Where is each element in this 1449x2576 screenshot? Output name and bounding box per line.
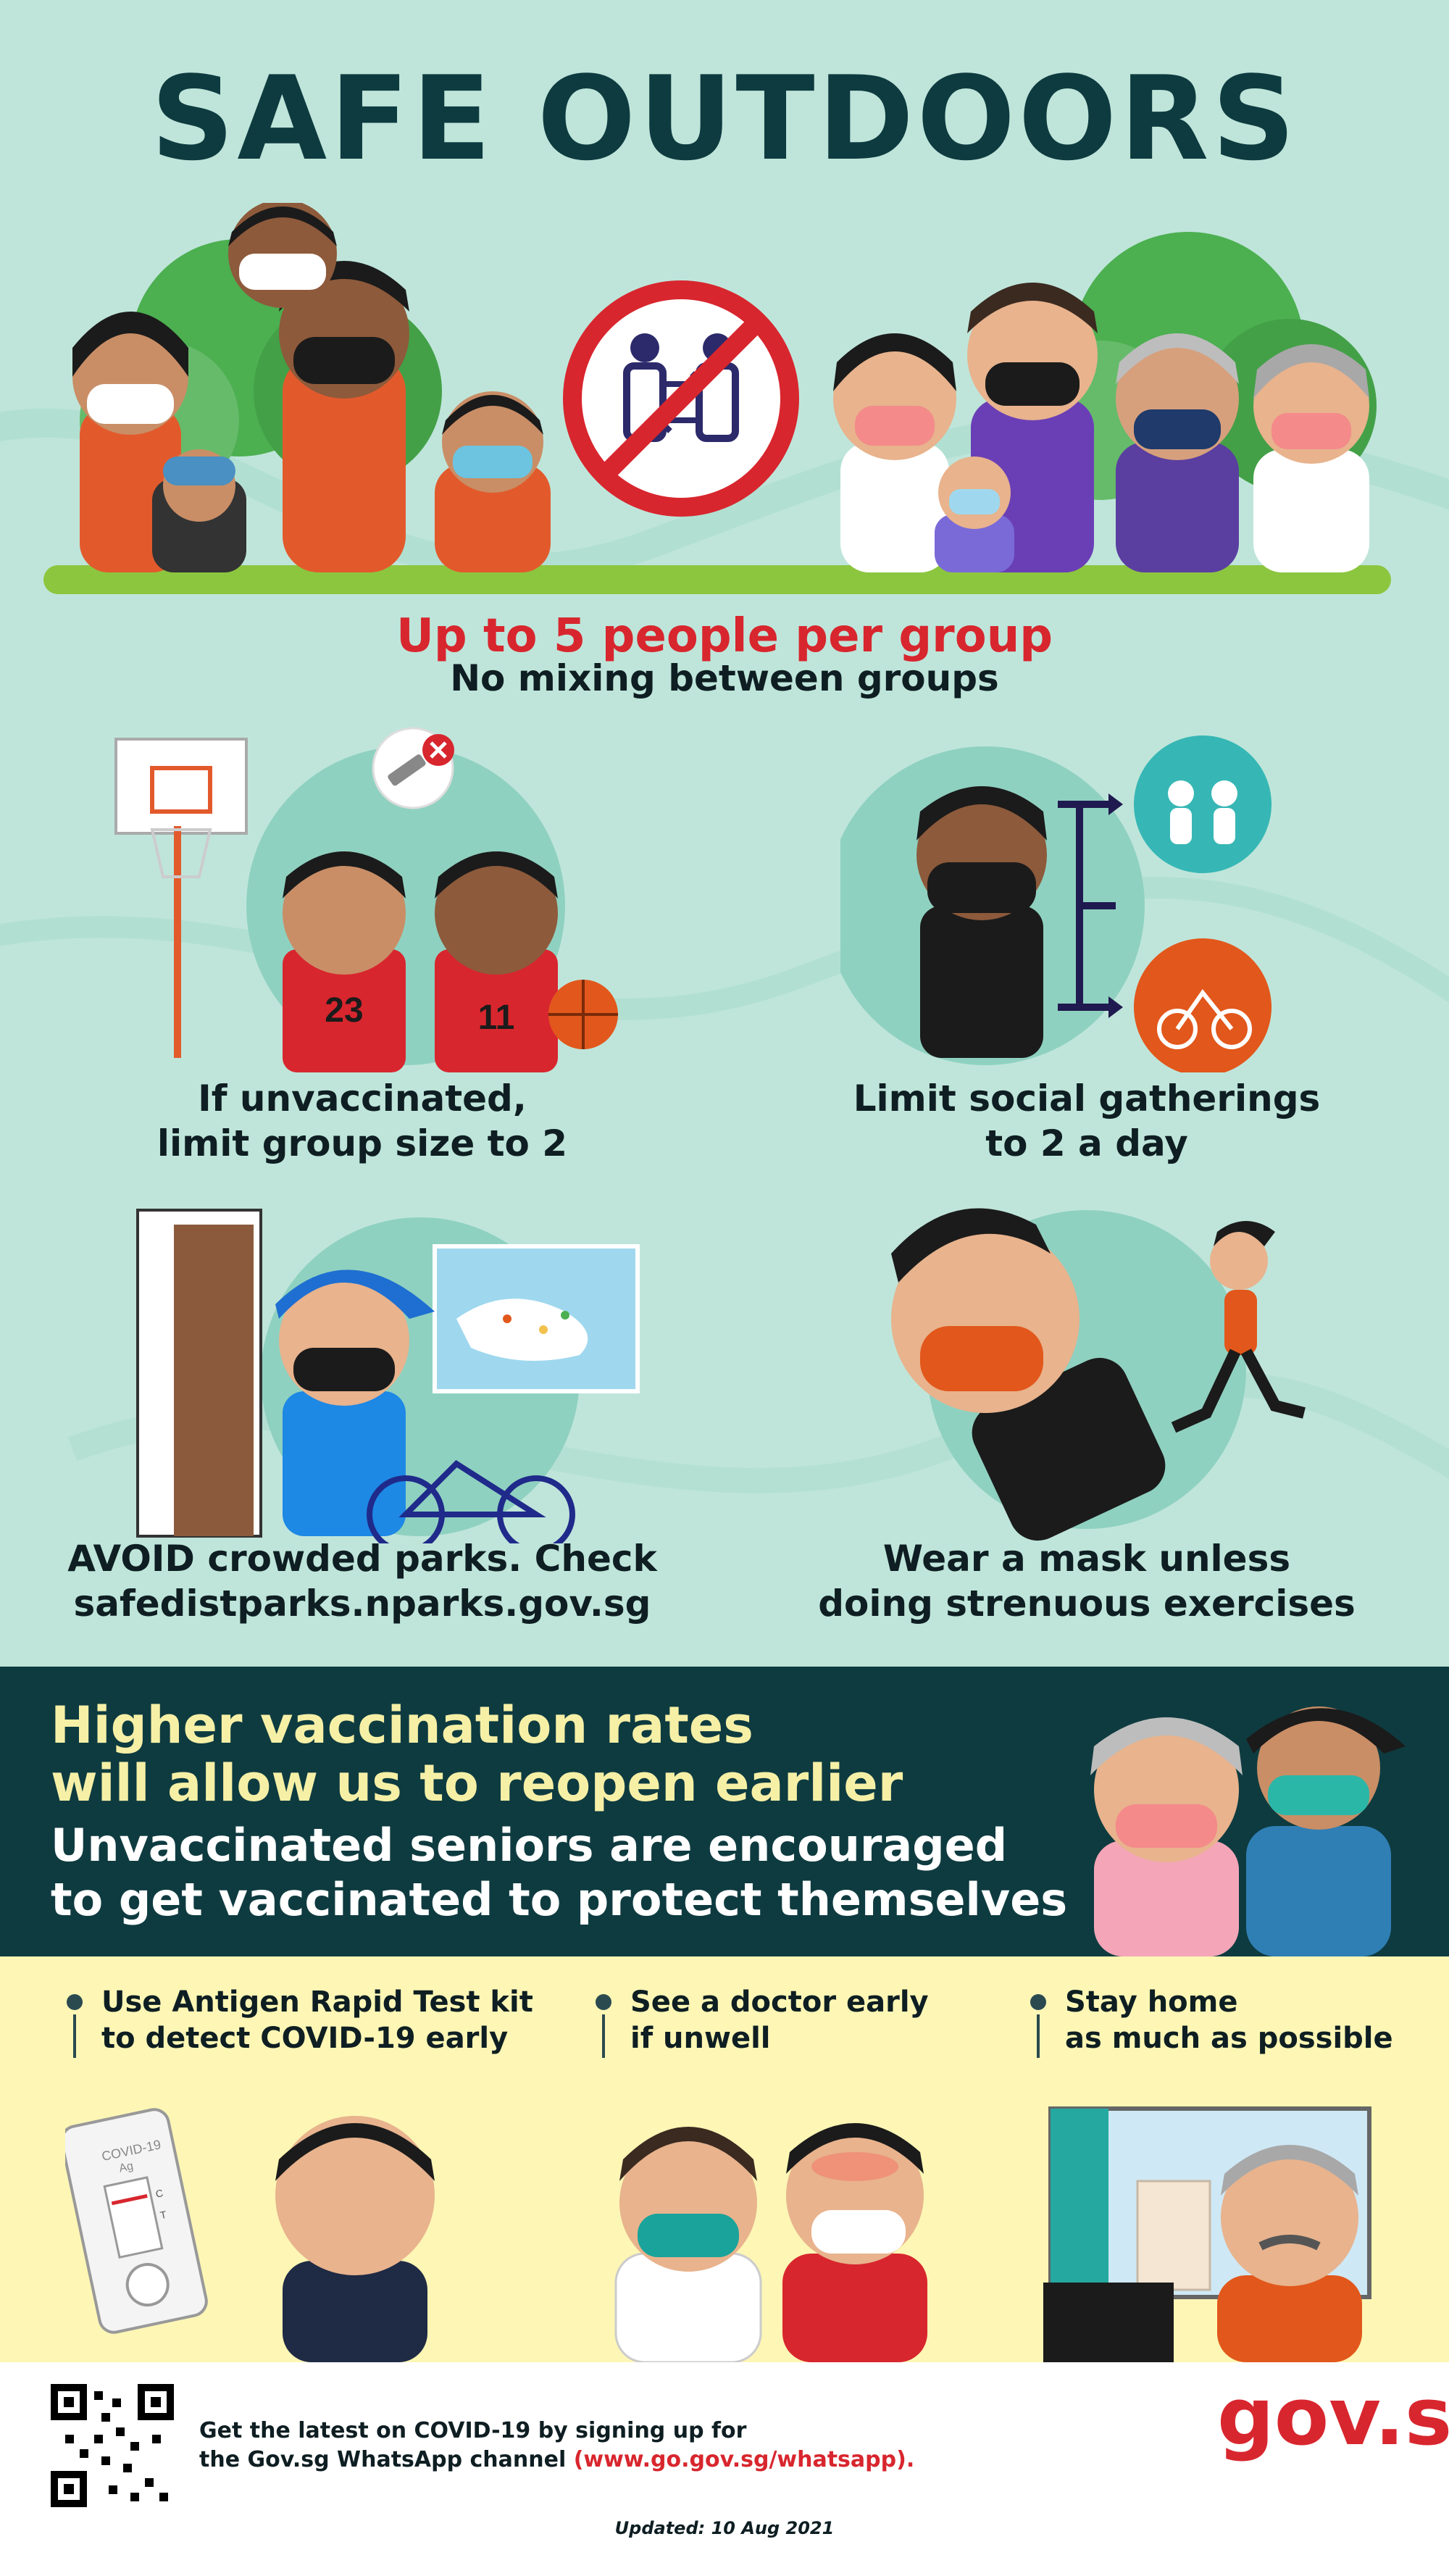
rule-gatherings-line1: Limit social gatherings — [853, 1077, 1321, 1120]
antigen-illustration: COVID-19 Ag C T — [65, 2108, 435, 2362]
vaccination-line2: will allow us to reopen earlier — [51, 1754, 903, 1813]
vaccination-illustration — [1090, 1706, 1406, 1956]
footer-whatsapp-text: Get the latest on COVID-19 by signing up… — [199, 2417, 914, 2475]
tip-stay-home: Stay home as much as possible — [1065, 1984, 1427, 2056]
govsg-logo: gov.sg — [1217, 2370, 1449, 2463]
syringe-cross-icon — [372, 727, 454, 809]
qr-code-icon[interactable] — [51, 2384, 174, 2507]
rule-unvaccinated-caption: If unvaccinated, limit group size to 2 — [72, 1076, 652, 1166]
updated-date: Updated: 10 Aug 2021 — [614, 2518, 835, 2538]
test-kit-sublabel: Ag — [118, 2160, 135, 2175]
hero-illustration — [43, 203, 1391, 594]
footer: Get the latest on COVID-19 by signing up… — [0, 2362, 1449, 2576]
jersey-number-11: 11 — [478, 999, 515, 1037]
tip-doctor: See a doctor early if unwell — [630, 1984, 993, 2056]
tip-bullet — [67, 1994, 83, 2010]
tips-section: Use Antigen Rapid Test kit to detect COV… — [0, 1956, 1449, 2362]
rule-parks-line2: safedistparks.nparks.gov.sg — [73, 1583, 651, 1625]
stay-home-illustration — [1043, 2106, 1371, 2362]
rule-gatherings-caption: Limit social gatherings to 2 a day — [797, 1076, 1377, 1166]
page-title: SAFE OUTDOORS — [151, 51, 1298, 186]
test-kit-t-mark: T — [159, 2209, 168, 2222]
tip-divider — [73, 2014, 76, 2058]
parks-illustration — [136, 1209, 640, 1543]
tip-doctor-line1: See a doctor early — [630, 1985, 929, 2019]
basketball-illustration: 23 11 — [114, 727, 618, 1072]
tip-antigen-line1: Use Antigen Rapid Test kit — [101, 1985, 533, 2019]
vaccination-line3: Unvaccinated seniors are encouraged — [51, 1819, 1008, 1872]
rule-parks-caption: AVOID crowded parks. Check safedistparks… — [36, 1536, 688, 1626]
rule-mask-line2: doing strenuous exercises — [818, 1583, 1356, 1625]
rule-mask-line1: Wear a mask unless — [882, 1538, 1291, 1580]
vaccination-banner: Higher vaccination rates will allow us t… — [0, 1667, 1449, 1956]
group-size-headline: Up to 5 people per group — [396, 609, 1053, 663]
rule-gatherings-line2: to 2 a day — [985, 1122, 1188, 1164]
rule-unvaccinated-line2: limit group size to 2 — [156, 1122, 568, 1164]
vaccination-line4: to get vaccinated to protect themselves — [51, 1873, 1068, 1926]
rule-mask-caption: Wear a mask unless doing strenuous exerc… — [797, 1536, 1377, 1626]
doctor-illustration — [614, 2123, 927, 2362]
footer-whatsapp-link[interactable]: (www.go.gov.sg/whatsapp). — [573, 2447, 915, 2472]
group-mixing-subline: No mixing between groups — [450, 657, 999, 699]
tip-antigen: Use Antigen Rapid Test kit to detect COV… — [101, 1984, 551, 2056]
cycling-icon — [1134, 938, 1271, 1072]
tip-bullet — [1030, 1994, 1046, 2010]
tip-divider — [602, 2014, 605, 2058]
tip-antigen-line2: to detect COVID-19 early — [101, 2022, 509, 2055]
rule-unvaccinated-line1: If unvaccinated, — [198, 1077, 527, 1120]
tip-doctor-line2: if unwell — [630, 2022, 771, 2055]
jersey-number-23: 23 — [325, 991, 363, 1030]
no-mixing-icon — [563, 280, 799, 517]
vaccination-line1: Higher vaccination rates — [51, 1696, 753, 1755]
exercise-illustration — [891, 1208, 1306, 1541]
group-icon — [1134, 735, 1271, 873]
tip-divider — [1037, 2014, 1040, 2058]
footer-text-line2: the Gov.sg WhatsApp channel — [199, 2447, 567, 2472]
basketball-icon — [548, 980, 618, 1049]
footer-text-line1: Get the latest on COVID-19 by signing up… — [199, 2418, 747, 2443]
tip-stay-home-line1: Stay home — [1065, 1985, 1238, 2019]
gatherings-illustration — [840, 735, 1271, 1072]
tip-bullet — [596, 1994, 611, 2010]
test-kit-c-mark: C — [154, 2187, 164, 2200]
tip-stay-home-line2: as much as possible — [1065, 2022, 1393, 2055]
rule-parks-line1: AVOID crowded parks. Check — [67, 1538, 657, 1580]
